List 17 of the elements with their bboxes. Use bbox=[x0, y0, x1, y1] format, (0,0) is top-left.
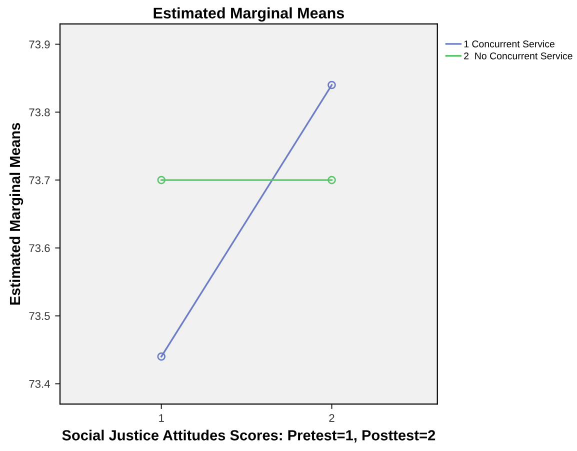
legend-label: 1 Concurrent Service bbox=[464, 40, 555, 48]
y-tick-label: 73.6 bbox=[29, 244, 50, 252]
y-tick-label: 73.8 bbox=[29, 108, 50, 116]
y-axis-title: Estimated Marginal Means bbox=[9, 123, 24, 305]
point bbox=[328, 80, 336, 90]
y-tick-label: 73.4 bbox=[29, 380, 50, 388]
chart-title: Estimated Marginal Means bbox=[154, 7, 344, 22]
y-tick-label: 73.7 bbox=[29, 176, 50, 184]
y-tick-label: 73.9 bbox=[29, 40, 50, 48]
y-tick-label: 73.5 bbox=[29, 312, 50, 320]
x-tick-label: 1 bbox=[159, 414, 164, 422]
point bbox=[157, 352, 166, 361]
x-axis-title: Social Justice Attitudes Scores: Pretest=1, Posttest=2 bbox=[62, 430, 436, 443]
legend-label: 2 No Concurrent Service bbox=[464, 52, 572, 60]
x-tick-label: 2 bbox=[329, 414, 334, 422]
point bbox=[157, 176, 166, 184]
point bbox=[328, 176, 336, 184]
